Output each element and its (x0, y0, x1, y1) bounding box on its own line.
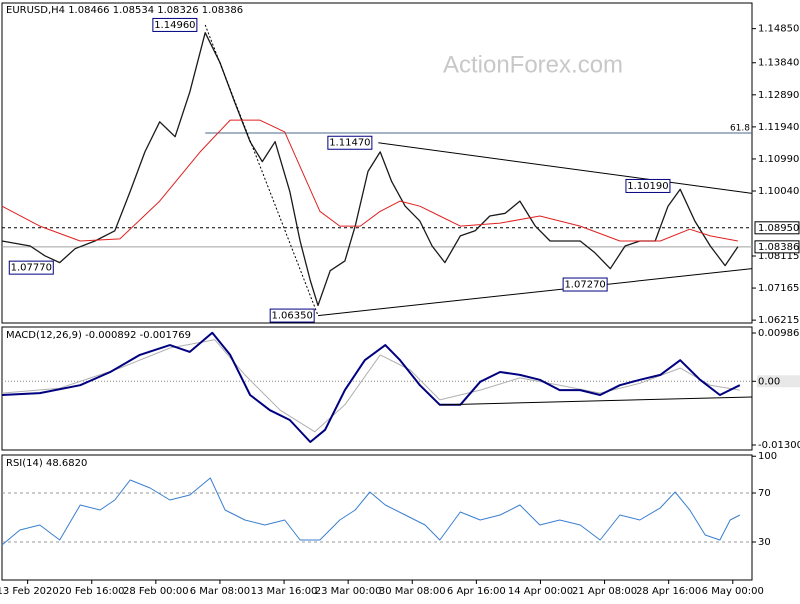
x-tick-label: 23 Mar 00:00 (315, 586, 382, 597)
x-tick-label: 30 Mar 08:00 (379, 586, 446, 597)
series-line (1, 119, 738, 242)
price-label-box (327, 135, 373, 150)
level-label: 1.08950 (758, 223, 799, 234)
price-label: 1.14960 (154, 20, 195, 31)
x-tick-label: 6 May 00:00 (702, 586, 764, 597)
y-tick-label: 1.11940 (758, 122, 799, 133)
price-label-box (562, 277, 608, 292)
y-tick-label: 1.13840 (758, 58, 799, 69)
y-tick-label: 1.07165 (758, 283, 799, 294)
symbol-header: EURUSD,H4 1.08466 1.08534 1.08326 1.0838… (6, 5, 243, 16)
x-tick-label: 13 Feb 2020 (0, 586, 59, 597)
y-tick-label: 1.06215 (758, 315, 799, 326)
trend-line (439, 396, 753, 406)
y-tick-box (757, 375, 800, 388)
level-label: 1.08386 (758, 242, 799, 253)
price-label-box (152, 17, 198, 32)
price-label: 1.10190 (627, 181, 668, 192)
panel-frame (1, 2, 753, 324)
x-tick-label: 14 Apr 00:00 (508, 586, 573, 597)
level-box (754, 240, 800, 254)
x-tick-label: 20 Feb 16:00 (59, 586, 125, 597)
price-label: 1.06350 (271, 311, 312, 322)
level-box (754, 221, 800, 235)
watermark: ActionForex.com (443, 51, 623, 78)
price-label: 1.11470 (329, 138, 370, 149)
price-label-box (269, 308, 315, 323)
y-tick-label: 1.10990 (758, 154, 799, 165)
y-tick-label: 1.08115 (758, 251, 799, 262)
y-tick-label: -0.013002 (758, 440, 800, 451)
series-line (1, 477, 741, 546)
series-line (1, 331, 741, 443)
price-label-box (625, 178, 671, 193)
indicator-title: MACD(12,26,9) -0.000892 -0.001769 (6, 330, 191, 341)
panel-frame (1, 326, 753, 451)
y-tick-label: 1.14850 (758, 24, 799, 35)
y-tick-label: 70 (758, 488, 771, 499)
y-tick-label: 1.12890 (758, 90, 799, 101)
y-tick-label: 0.00 (758, 376, 780, 387)
y-tick-label: 1.10040 (758, 186, 799, 197)
x-tick-label: 28 Apr 16:00 (636, 586, 701, 597)
x-tick-label: 28 Feb 00:00 (123, 586, 189, 597)
x-tick-label: 13 Mar 16:00 (251, 586, 318, 597)
y-tick-label: 100 (758, 451, 777, 462)
trend-line (378, 142, 753, 194)
fib-label: 61.8 (730, 123, 750, 133)
price-label: 1.07270 (564, 280, 605, 291)
panel-frame (1, 454, 753, 581)
indicator-title: RSI(14) 48.6820 (6, 458, 87, 469)
series-line (1, 32, 739, 307)
trend-line (317, 268, 753, 317)
y-tick-label: 30 (758, 537, 771, 548)
x-tick-label: 6 Mar 08:00 (190, 586, 250, 597)
price-label: 1.07770 (11, 263, 52, 274)
x-tick-label: 21 Apr 08:00 (572, 586, 637, 597)
y-tick-label: 0.009862 (758, 328, 800, 339)
x-tick-label: 6 Apr 16:00 (447, 586, 506, 597)
price-label-box (8, 260, 54, 275)
